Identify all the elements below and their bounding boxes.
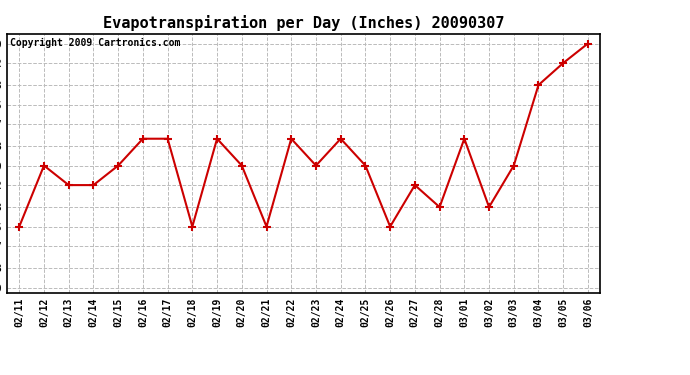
Title: Evapotranspiration per Day (Inches) 20090307: Evapotranspiration per Day (Inches) 2009…	[103, 15, 504, 31]
Text: Copyright 2009 Cartronics.com: Copyright 2009 Cartronics.com	[10, 38, 180, 48]
